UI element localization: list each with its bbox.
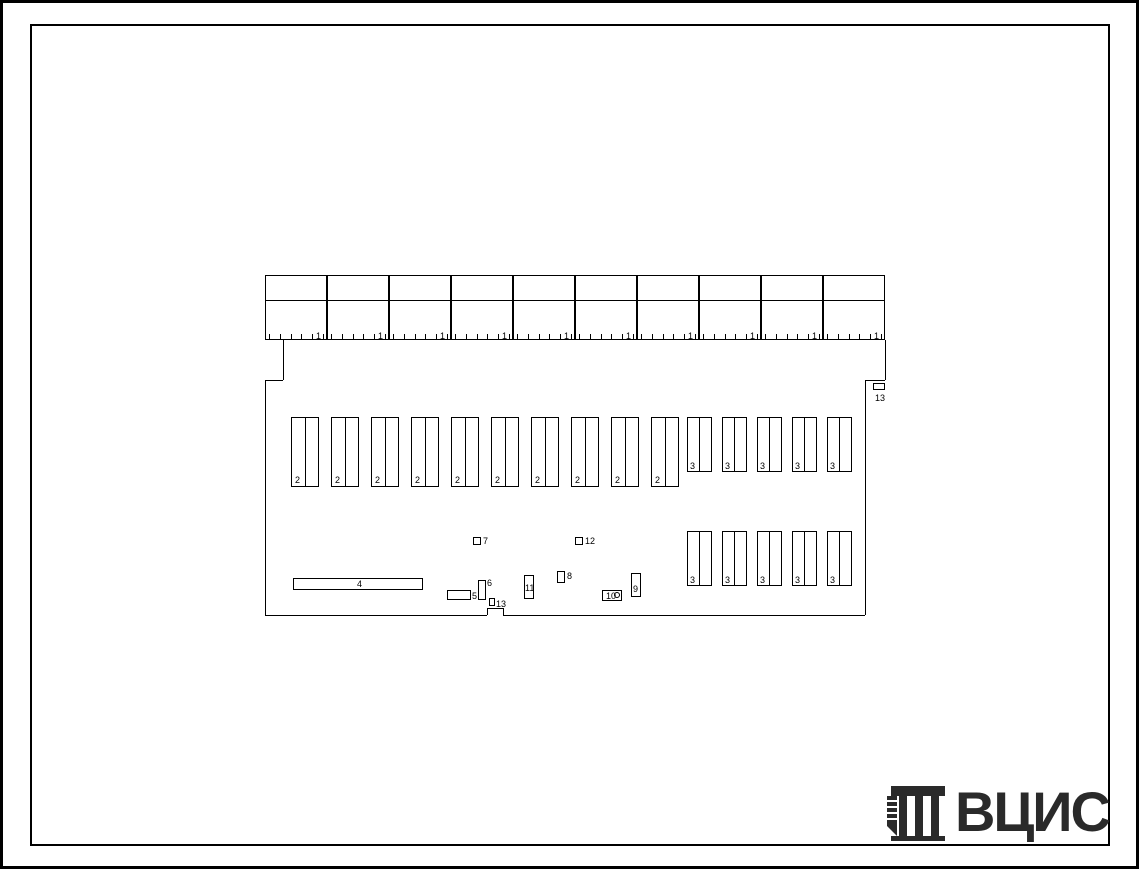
- logo-icon: [885, 782, 955, 842]
- diagram-label: 2: [655, 475, 660, 485]
- diagram-label: 2: [295, 475, 300, 485]
- element-7: [473, 537, 481, 545]
- diagram-label: 2: [455, 475, 460, 485]
- diagram-label: 12: [585, 536, 595, 546]
- element-13: [873, 383, 885, 390]
- element-13b: [489, 598, 495, 606]
- diagram-label: 3: [690, 461, 695, 471]
- diagram-label: 2: [495, 475, 500, 485]
- diagram-label: 5: [472, 591, 477, 601]
- element-12: [575, 537, 583, 545]
- diagram-label: 13: [875, 393, 885, 403]
- diagram-label: 1: [750, 331, 755, 341]
- diagram-label: 1: [440, 331, 445, 341]
- diagram-label: 10: [606, 591, 616, 601]
- diagram-label: 11: [525, 583, 534, 593]
- diagram-label: 1: [502, 331, 507, 341]
- diagram-label: 1: [378, 331, 383, 341]
- logo-text: ВЦИС: [955, 779, 1109, 844]
- diagram-label: 3: [760, 575, 765, 585]
- diagram-label: 1: [316, 331, 321, 341]
- diagram-label: 9: [633, 584, 638, 594]
- diagram-label: 2: [415, 475, 420, 485]
- diagram-label: 13: [496, 599, 506, 609]
- diagram-label: 2: [615, 475, 620, 485]
- diagram-label: 8: [567, 571, 572, 581]
- diagram-label: 6: [487, 578, 492, 588]
- diagram-label: 2: [335, 475, 340, 485]
- diagram-label: 2: [535, 475, 540, 485]
- diagram-label: 1: [626, 331, 631, 341]
- diagram-label: 3: [795, 575, 800, 585]
- floor-plan-diagram: 1111111111222222222233333333334561371181…: [265, 275, 885, 615]
- diagram-label: 1: [564, 331, 569, 341]
- diagram-label: 3: [725, 575, 730, 585]
- element-6: [478, 580, 486, 600]
- diagram-label: 4: [357, 579, 362, 589]
- diagram-label: 2: [375, 475, 380, 485]
- diagram-label: 3: [830, 461, 835, 471]
- logo: ВЦИС: [885, 779, 1109, 844]
- diagram-label: 2: [575, 475, 580, 485]
- diagram-label: 3: [725, 461, 730, 471]
- element-8: [557, 571, 565, 583]
- element-5: [447, 590, 471, 600]
- diagram-label: 7: [483, 536, 488, 546]
- diagram-label: 3: [830, 575, 835, 585]
- diagram-label: 1: [874, 331, 879, 341]
- diagram-label: 1: [688, 331, 693, 341]
- diagram-label: 3: [690, 575, 695, 585]
- diagram-label: 3: [795, 461, 800, 471]
- diagram-label: 1: [812, 331, 817, 341]
- diagram-label: 3: [760, 461, 765, 471]
